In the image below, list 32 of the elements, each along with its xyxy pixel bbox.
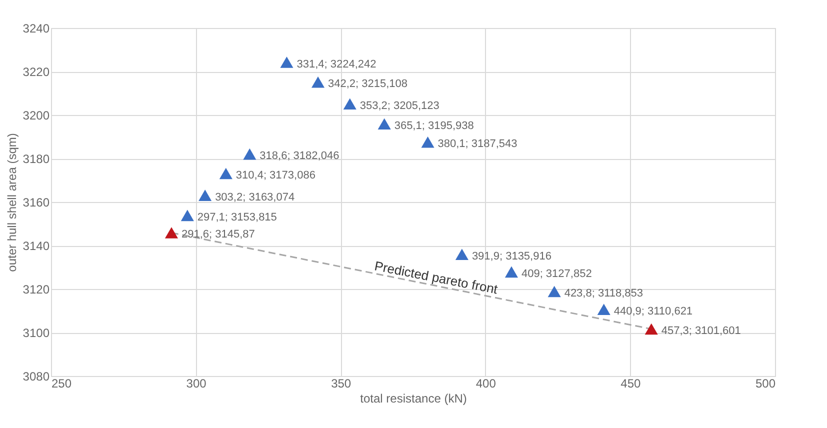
data-label: 365,1; 3195,938 (394, 120, 474, 132)
x-tick-label: 450 (620, 376, 642, 390)
y-tick-label: 3200 (22, 108, 50, 122)
data-label: 353,2; 3205,123 (360, 100, 440, 112)
y-tick-label: 3160 (22, 196, 50, 210)
y-tick-label: 3120 (22, 282, 50, 296)
y-tick-label: 3140 (22, 239, 50, 253)
y-tick-label: 3240 (22, 22, 50, 36)
data-label: 297,1; 3153,815 (197, 211, 277, 224)
data-label: 342,2; 3215,108 (328, 78, 408, 90)
data-label: 423,8; 3118,853 (564, 287, 644, 300)
x-tick-label: 300 (186, 376, 207, 390)
data-label: 331,4; 3224,242 (296, 58, 376, 70)
data-label: 380,1; 3187,543 (438, 138, 518, 150)
y-tick-label: 3220 (22, 65, 50, 79)
x-axis-title: total resistance (kN) (360, 392, 467, 406)
y-tick-label: 3100 (22, 326, 50, 340)
data-label: 318,6; 3182,046 (260, 150, 340, 162)
x-tick-label: 500 (755, 376, 776, 390)
data-label: 310,4; 3173,086 (236, 170, 316, 182)
x-tick-label: 350 (331, 376, 352, 390)
x-tick-label: 250 (52, 376, 72, 390)
data-label: 303,2; 3163,074 (215, 191, 295, 204)
x-tick-label: 400 (476, 376, 496, 390)
data-label: 409; 3127,852 (521, 268, 592, 280)
y-tick-label: 3180 (22, 152, 50, 166)
y-tick-label: 3080 (22, 370, 50, 384)
data-label: 457,3; 3101,601 (661, 325, 741, 338)
data-label: 440,9; 3110,621 (614, 305, 693, 318)
data-label: 391,9; 3135,916 (472, 250, 552, 262)
data-label: 291,6; 3145,87 (181, 228, 255, 241)
y-axis-title: outer hull shell area (sqm) (4, 133, 19, 272)
